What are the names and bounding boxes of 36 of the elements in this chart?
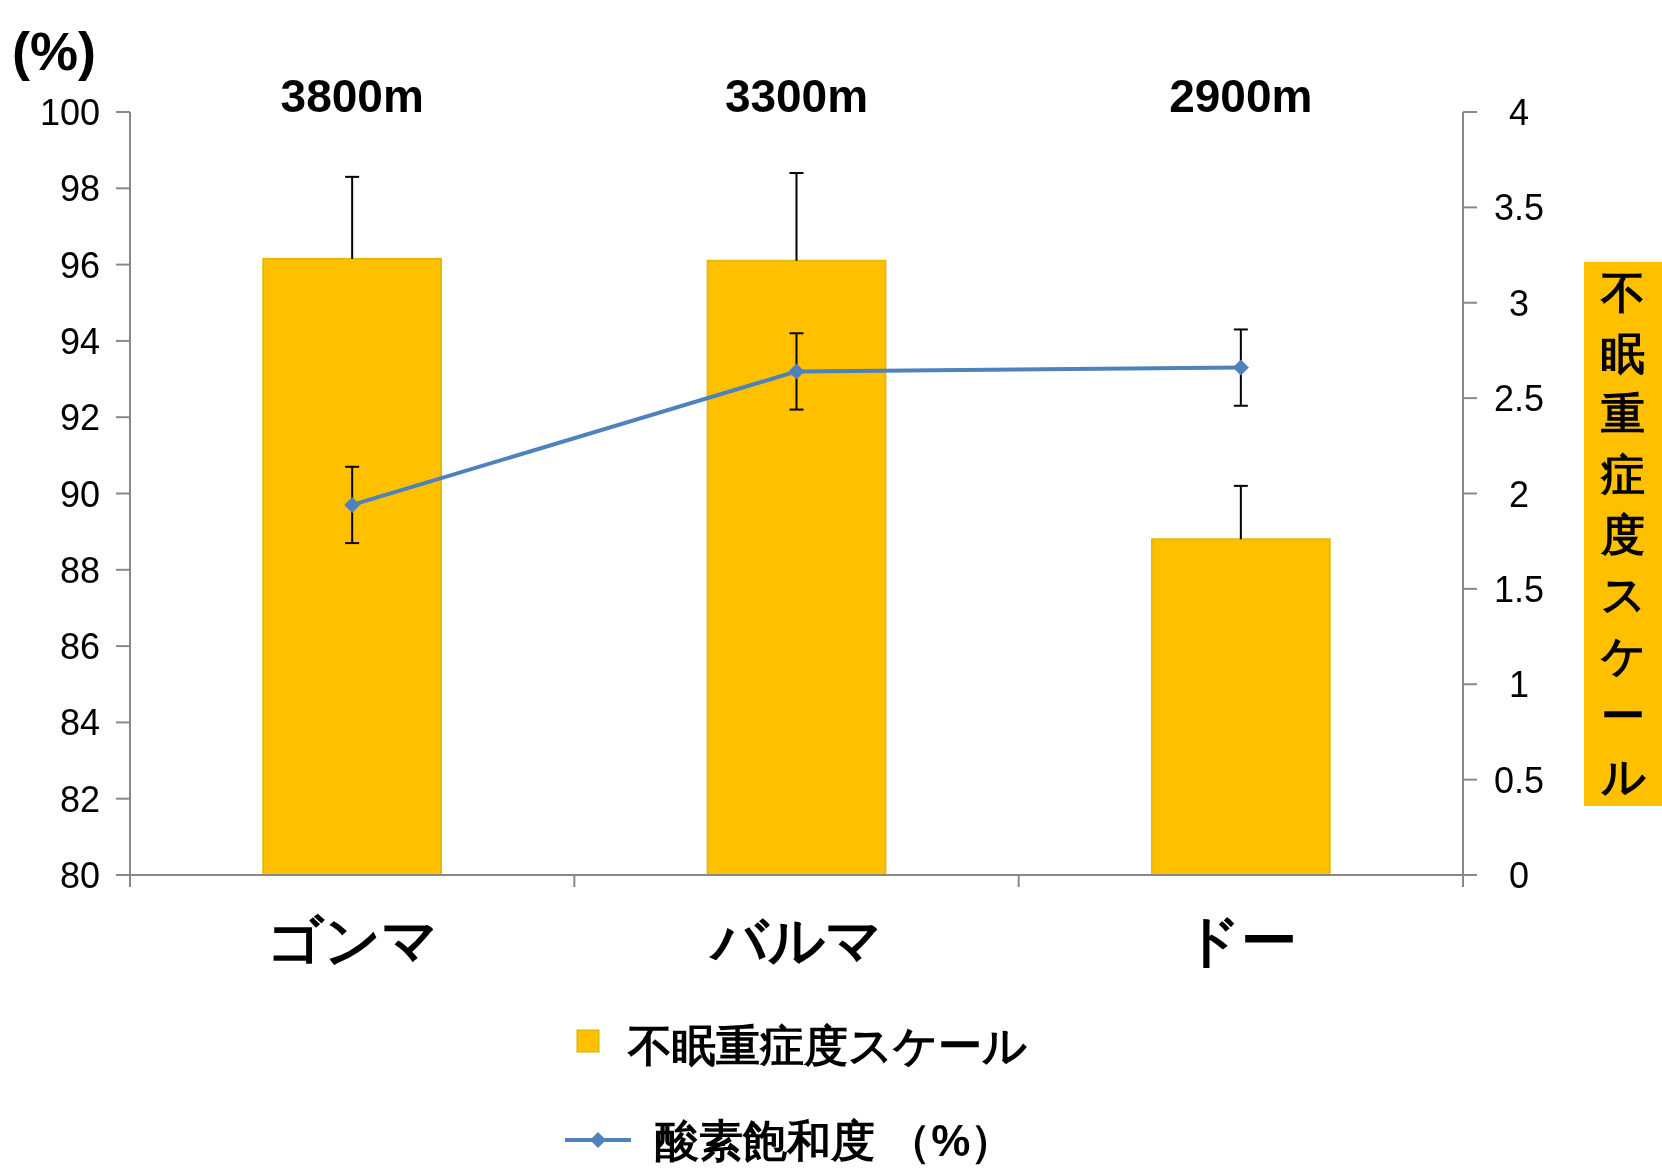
point (788, 363, 805, 380)
y-tick-label: 84 (59, 702, 100, 744)
legend-label: 不眠重症度スケール (627, 1021, 1027, 1070)
y-tick-label: 96 (59, 244, 100, 286)
y-tick-label: 90 (59, 473, 100, 515)
y2-tick-label: 3.5 (1493, 187, 1545, 229)
y2-tick-label: 0 (1508, 855, 1530, 896)
y-tick-label: 88 (59, 549, 100, 591)
y2-tick-label: 0.5 (1493, 759, 1545, 801)
y-tick-label: 92 (59, 397, 100, 439)
annotation: 2900m (1169, 70, 1313, 122)
y-axis-title: (%) (12, 21, 96, 81)
annotation: 3800m (280, 70, 424, 122)
x-tick-label: ゴンマ (266, 909, 438, 972)
y-tick-label: 100 (39, 92, 100, 133)
y2label: 不眠重症度スケール (1600, 268, 1646, 801)
y-tick-label: 86 (59, 626, 100, 668)
y2-tick-label: 3 (1508, 282, 1530, 324)
legend-label: 酸素飽和度 （%） (655, 1116, 1015, 1165)
y2-tick-label: 2 (1508, 473, 1530, 515)
y-tick-label: 98 (59, 168, 100, 210)
y2-tick-label: 4 (1508, 92, 1530, 133)
y-tick-label: 80 (59, 855, 100, 896)
bar (262, 257, 443, 876)
y-tick-label: 82 (59, 778, 100, 820)
point (344, 496, 361, 513)
annotation: 3300m (724, 70, 869, 122)
bar (706, 259, 887, 876)
x-tick-label: ドー (1184, 909, 1298, 972)
y2-tick-label: 1 (1508, 664, 1530, 706)
y2-tick-label: 1.5 (1493, 568, 1545, 610)
y2-tick-label: 2.5 (1493, 378, 1545, 420)
y-tick-label: 94 (59, 320, 100, 362)
bar (1150, 538, 1331, 876)
x-tick-label: バルマ (708, 909, 882, 972)
point (1232, 359, 1249, 376)
